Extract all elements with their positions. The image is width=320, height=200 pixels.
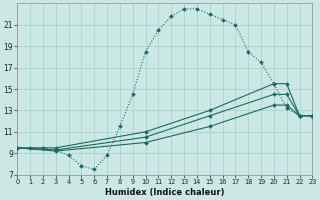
X-axis label: Humidex (Indice chaleur): Humidex (Indice chaleur) [105,188,225,197]
